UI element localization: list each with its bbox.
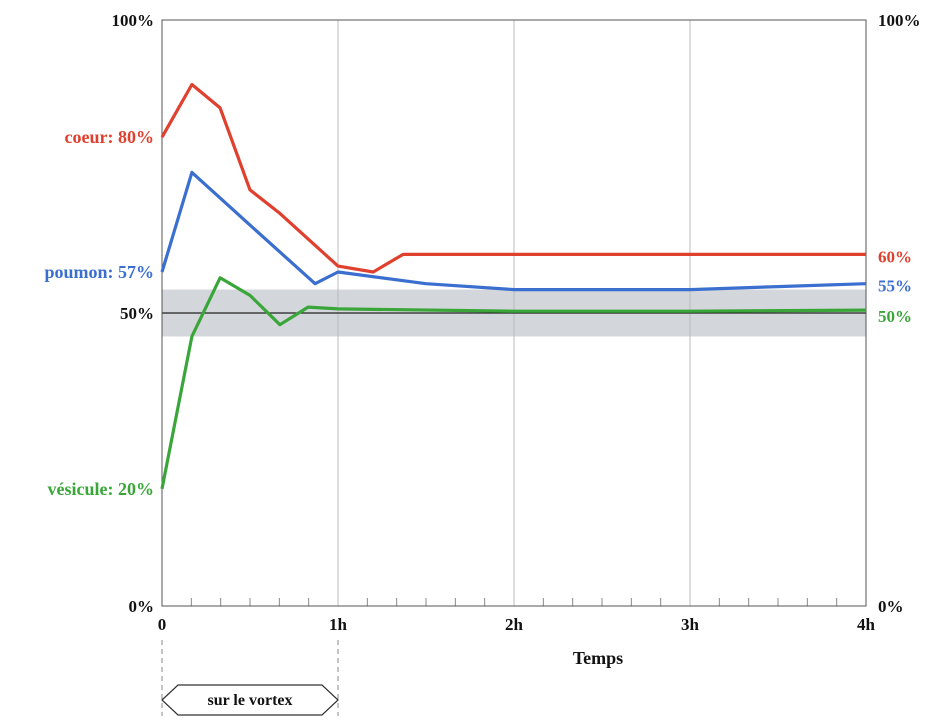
series-end-label: 60% xyxy=(878,247,912,266)
x-tick-label: 0 xyxy=(158,615,167,634)
vortex-annotation: sur le vortex xyxy=(161,640,339,716)
x-axis-labels: 0 1h 2h 3h 4h xyxy=(158,615,876,634)
x-tick-label: 3h xyxy=(681,615,700,634)
y-tick-label: 0% xyxy=(129,597,155,616)
annotation-label: sur le vortex xyxy=(207,692,292,709)
y-right-tick-label: 100% xyxy=(878,11,921,30)
series-start-label: coeur: 80% xyxy=(65,127,154,147)
series-end-label: 55% xyxy=(878,277,912,296)
series-lines xyxy=(160,82,867,490)
x-tick-label: 4h xyxy=(857,615,876,634)
series-start-label: vésicule: 20% xyxy=(48,479,154,499)
y-right-tick-label: 0% xyxy=(878,597,904,616)
y-axis-left-labels: 0% 50% 100% xyxy=(112,11,155,616)
y-tick-label: 50% xyxy=(120,304,154,323)
series-line-vésicule xyxy=(160,276,867,490)
series-line-coeur xyxy=(160,82,866,274)
y-tick-label: 100% xyxy=(112,11,155,30)
y-axis-right-labels: 0% 100% xyxy=(878,11,921,616)
series-line-poumon xyxy=(160,170,867,292)
x-tick-label: 1h xyxy=(329,615,348,634)
series-labels: coeur: 80% 60% poumon: 57% 55% vésicule: 20%… xyxy=(44,127,912,499)
series-start-label: poumon: 57% xyxy=(44,262,154,282)
series-end-label: 50% xyxy=(878,307,912,326)
x-tick-label: 2h xyxy=(505,615,524,634)
x-axis-title: Temps xyxy=(573,648,623,668)
minor-ticks xyxy=(190,598,838,606)
plot-frame xyxy=(161,19,867,607)
annotation-box xyxy=(161,684,339,716)
